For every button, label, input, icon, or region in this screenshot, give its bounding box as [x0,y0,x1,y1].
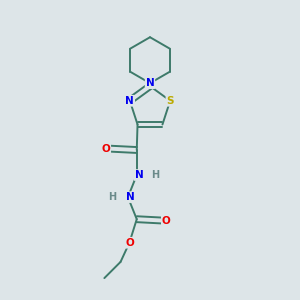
Text: N: N [125,96,134,106]
Text: H: H [151,170,159,180]
Text: O: O [125,238,134,248]
Text: N: N [146,78,154,88]
Text: N: N [126,192,135,202]
Text: S: S [167,96,174,106]
Text: O: O [162,216,171,226]
Text: H: H [109,192,117,202]
Text: O: O [101,143,110,154]
Text: N: N [135,170,143,180]
